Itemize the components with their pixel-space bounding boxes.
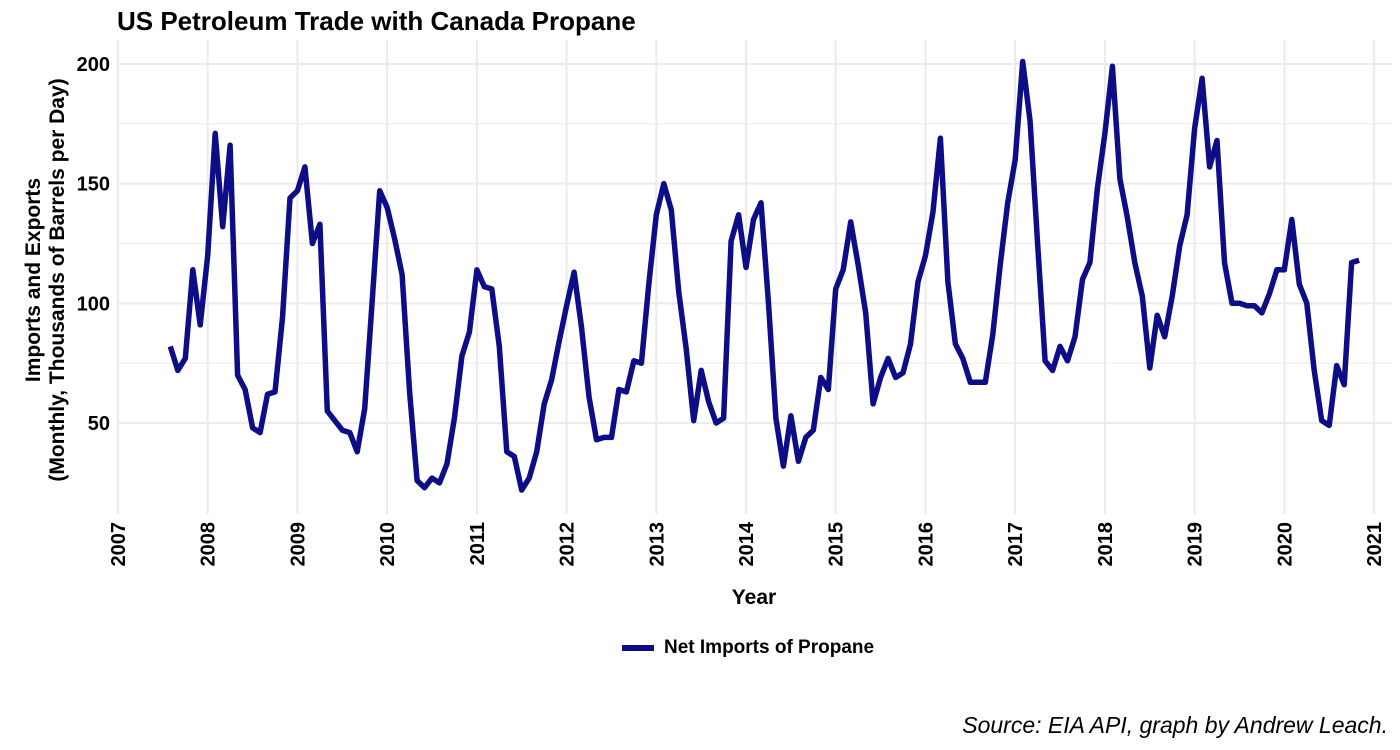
y-tick-labels: 50 100 150 200 (77, 54, 110, 435)
x-tick-label: 2014 (736, 521, 758, 566)
y-tick-label: 100 (77, 293, 110, 315)
legend-label-net-imports: Net Imports of Propane (664, 637, 875, 658)
x-tick-label: 2020 (1274, 522, 1296, 567)
y-tick-label: 150 (77, 174, 110, 196)
legend: Net Imports of Propane (622, 636, 874, 660)
x-tick-label: 2012 (557, 522, 579, 567)
x-tick-label: 2021 (1364, 522, 1386, 567)
x-tick-label: 2007 (108, 522, 130, 567)
source-caption: Source: EIA API, graph by Andrew Leach. (962, 712, 1388, 738)
y-tick-label: 50 (88, 413, 110, 435)
x-tick-label: 2013 (646, 522, 668, 567)
x-tick-label: 2010 (377, 522, 399, 567)
x-tick-label: 2018 (1095, 522, 1117, 567)
x-axis-label: Year (731, 586, 777, 609)
x-tick-label: 2009 (287, 522, 309, 567)
x-tick-labels: 2007 2008 2009 2010 2011 2012 2013 2014 2015 2016… (108, 521, 1386, 566)
legend-key-net-imports (622, 645, 654, 651)
grid-lines (117, 40, 1392, 514)
x-tick-label: 2017 (1005, 522, 1027, 567)
chart-title: US Petroleum Trade with Canada Propane (117, 6, 636, 36)
series-group (167, 58, 1360, 493)
series-line-net-imports (167, 58, 1360, 493)
x-tick-label: 2011 (467, 522, 489, 565)
x-tick-label: 2019 (1185, 522, 1207, 567)
y-tick-label: 200 (77, 54, 110, 76)
x-tick-label: 2016 (915, 522, 937, 567)
x-tick-label: 2015 (826, 522, 848, 567)
x-tick-label: 2008 (198, 522, 220, 567)
